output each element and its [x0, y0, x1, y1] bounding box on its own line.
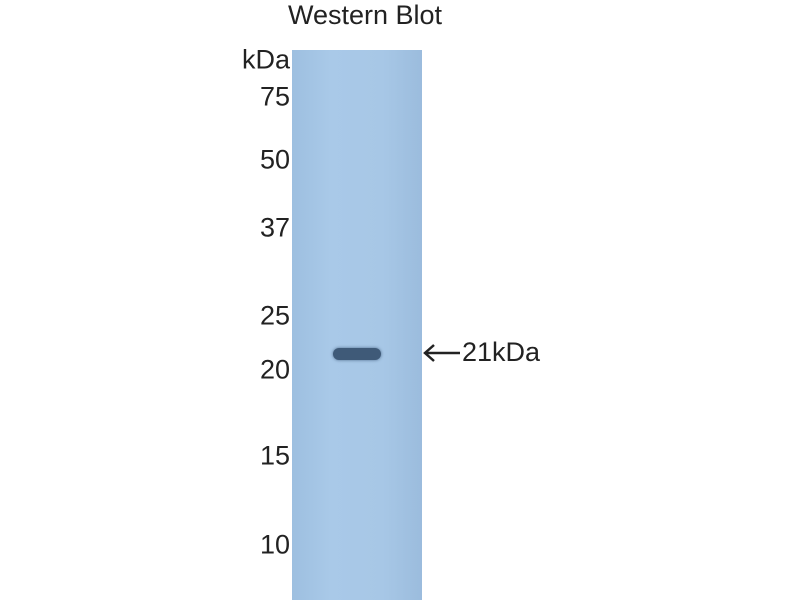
marker-label: 10 [259, 529, 290, 560]
left-arrow-icon [423, 343, 460, 362]
marker-label: 75 [259, 81, 290, 112]
marker-label: 37 [259, 212, 290, 243]
marker-label: 20 [259, 354, 290, 385]
unit-label: kDa [241, 44, 290, 75]
blot-lane [292, 50, 422, 600]
marker-label: 25 [259, 300, 290, 331]
marker-label: 15 [259, 440, 290, 471]
protein-band [333, 348, 381, 360]
figure-title: Western Blot [287, 0, 443, 30]
band-size-label: 21kDa [462, 337, 541, 367]
band-annotation: 21kDa [422, 337, 540, 368]
marker-label: 50 [259, 144, 290, 175]
